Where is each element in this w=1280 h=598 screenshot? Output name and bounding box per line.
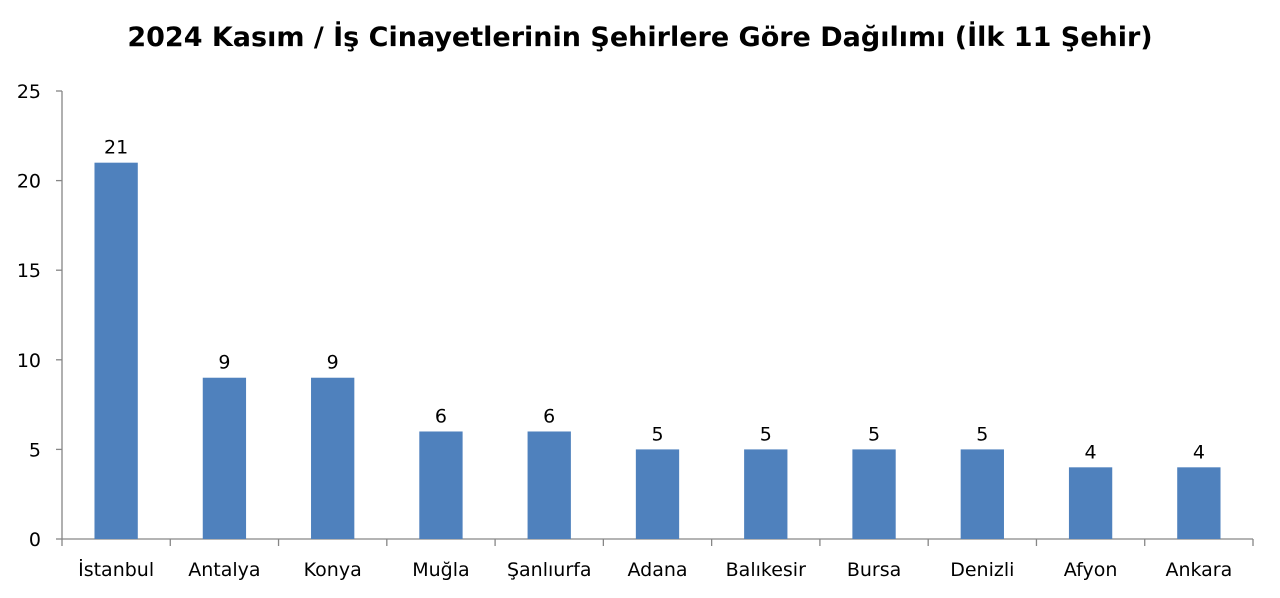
y-tick-label: 25	[17, 81, 41, 103]
x-tick-label: Ankara	[1165, 559, 1232, 581]
bar-9	[960, 449, 1004, 539]
y-tick-label: 20	[17, 171, 41, 193]
x-tick-label: Şanlıurfa	[507, 559, 592, 581]
data-label: 6	[543, 405, 555, 427]
bar-2	[202, 377, 247, 539]
data-label: 5	[868, 423, 880, 445]
x-tick-label: Antalya	[188, 559, 260, 581]
bar-1	[94, 162, 138, 539]
y-axis: 0 5 10 15 20 25	[17, 81, 63, 551]
bar-3	[311, 377, 355, 539]
chart-title: 2024 Kasım / İş Cinayetlerinin Şehirlere…	[127, 22, 1153, 53]
y-tick-label: 10	[17, 350, 41, 372]
x-tick-label: Balıkesir	[726, 559, 806, 581]
x-tick-label: Konya	[304, 559, 362, 581]
x-tick-label: Bursa	[847, 559, 901, 581]
x-tick-label: Afyon	[1064, 559, 1118, 581]
data-labels: 21 9 9 6 6 5 5 5 5 4 4	[104, 137, 1205, 464]
bar-4	[419, 431, 463, 539]
data-label: 4	[1085, 441, 1097, 463]
x-tick-label: Adana	[627, 559, 687, 581]
bar-7	[744, 449, 788, 539]
bar-6	[635, 449, 680, 539]
bar-5	[527, 431, 571, 539]
data-label: 5	[651, 423, 663, 445]
y-tick-label: 5	[29, 439, 41, 461]
x-axis: İstanbul Antalya Konya Muğla Şanlıurfa Adana B…	[61, 538, 1254, 581]
x-tick-label: İstanbul	[78, 558, 154, 581]
data-label: 9	[218, 352, 230, 374]
data-label: 4	[1193, 441, 1205, 463]
x-tick-label: Denizli	[950, 559, 1014, 581]
data-label: 5	[760, 423, 772, 445]
x-tick-label: Muğla	[412, 559, 469, 581]
data-label: 21	[104, 137, 128, 159]
data-label: 9	[327, 352, 339, 374]
y-tick-label: 0	[29, 529, 41, 551]
bar-8	[852, 449, 896, 539]
bar-11	[1177, 467, 1221, 539]
y-tick-label: 15	[17, 260, 41, 282]
bars	[94, 162, 1221, 539]
bar-10	[1068, 467, 1113, 539]
data-label: 5	[976, 423, 988, 445]
data-label: 6	[435, 405, 447, 427]
